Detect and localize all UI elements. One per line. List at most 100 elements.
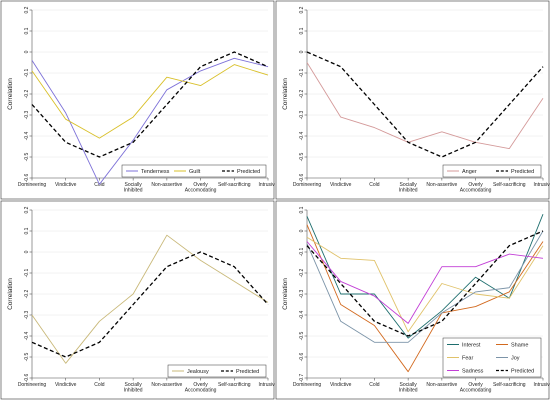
y-tick-label: -0.4 xyxy=(299,310,305,319)
x-tick-label: Overly Accomodating xyxy=(460,182,492,194)
y-axis-label: Correlation xyxy=(7,278,14,310)
series-line-predicted xyxy=(306,51,544,158)
y-tick-label: -0.2 xyxy=(24,289,30,298)
x-tick-label: Domineering xyxy=(293,182,322,188)
x-tick-label: Domineering xyxy=(18,182,47,188)
y-tick-label: -0.3 xyxy=(24,110,30,119)
y-tick-label: -0.5 xyxy=(24,152,30,161)
legend-label: Tenderness xyxy=(141,169,170,175)
y-tick-label: 0.1 xyxy=(299,206,305,213)
series-line-shame xyxy=(306,224,544,373)
chart-panel-bottom-right: -0.7 -0.6 -0.5 -0.4 -0.3 -0.2 -0.1 0 0.1 Correlat… xyxy=(275,200,550,400)
x-tick-label: Self-sacrificing xyxy=(218,182,251,188)
legend-label: Jealousy xyxy=(187,369,209,375)
y-tick-label: -0.5 xyxy=(299,331,305,340)
x-tick-label: Intrusive xyxy=(534,182,550,188)
y-tick-label: -0.2 xyxy=(24,89,30,98)
legend-label: Sadness xyxy=(462,369,484,375)
legend-label: Predicted xyxy=(237,169,260,175)
x-tick-label: Vindictive xyxy=(55,182,77,188)
x-tick-label: Self-sacrificing xyxy=(493,382,526,388)
x-tick-label: Self-sacrificing xyxy=(493,182,526,188)
legend-box xyxy=(442,164,542,178)
y-tick-label: -0.4 xyxy=(299,131,305,140)
legend-label: Joy xyxy=(511,356,520,362)
y-tick-label: -0.4 xyxy=(24,331,30,340)
y-tick-label: -0.6 xyxy=(24,173,30,182)
x-tick-label: Non-assertive xyxy=(426,382,457,388)
legend-label: Predicted xyxy=(511,369,534,375)
x-tick-label: Domineering xyxy=(18,382,47,388)
legend-label: Guilt xyxy=(189,169,201,175)
x-tick-label: Vindictive xyxy=(55,382,77,388)
y-tick-label: 0.1 xyxy=(24,27,30,34)
y-tick-label: 0 xyxy=(24,50,30,53)
y-tick-label: 0.2 xyxy=(24,6,30,13)
x-tick-label: Intrusive xyxy=(534,382,550,388)
legend-label: Fear xyxy=(462,356,473,362)
legend-box xyxy=(167,364,267,378)
legend-label: Predicted xyxy=(236,369,259,375)
legend-label: Interest xyxy=(462,343,481,349)
y-tick-label: -0.1 xyxy=(24,68,30,77)
legend-label: Shame xyxy=(511,343,528,349)
y-axis-label: Correlation xyxy=(282,278,289,310)
chart-svg: -0.6 -0.5 -0.4 -0.3 -0.2 -0.1 0 0.1 0.2 Correlati… xyxy=(0,0,275,200)
series-line-predicted xyxy=(31,251,269,358)
y-tick-label: -0.6 xyxy=(299,173,305,182)
series-line-guilt xyxy=(31,64,269,139)
chart-panel-bottom-left: -0.6 -0.5 -0.4 -0.3 -0.2 -0.1 0 0.1 0.2 Correlati… xyxy=(0,200,275,400)
y-tick-label: -0.1 xyxy=(24,268,30,277)
y-tick-label: -0.1 xyxy=(299,247,305,256)
y-tick-label: 0.2 xyxy=(24,206,30,213)
x-tick-label: Intrusive xyxy=(259,182,275,188)
legend-label: Predicted xyxy=(511,169,534,175)
y-tick-label: -0.6 xyxy=(299,352,305,361)
x-tick-label: Socially Inhibited xyxy=(124,182,143,194)
chart-panel-top-right: -0.6 -0.5 -0.4 -0.3 -0.2 -0.1 0 0.1 0.2 Correlati… xyxy=(275,0,550,200)
y-tick-label: -0.5 xyxy=(24,352,30,361)
y-tick-label: -0.2 xyxy=(299,268,305,277)
series-line-joy xyxy=(306,230,544,343)
chart-panel-top-left: -0.6 -0.5 -0.4 -0.3 -0.2 -0.1 0 0.1 0.2 Correlati… xyxy=(0,0,275,200)
x-tick-label: Overly Accomodating xyxy=(460,382,492,394)
chart-svg: -0.6 -0.5 -0.4 -0.3 -0.2 -0.1 0 0.1 0.2 Correlati… xyxy=(275,0,550,200)
x-tick-label: Overly Accomodating xyxy=(185,382,217,394)
x-tick-label: Intrusive xyxy=(259,382,275,388)
series-line-fear xyxy=(306,236,544,333)
x-tick-label: Domineering xyxy=(293,382,322,388)
series-line-predicted xyxy=(31,51,269,158)
y-tick-label: -0.3 xyxy=(24,310,30,319)
x-tick-label: Non-assertive xyxy=(151,182,182,188)
y-tick-label: 0 xyxy=(299,50,305,53)
series-line-predicted xyxy=(306,230,544,337)
y-tick-label: -0.6 xyxy=(24,373,30,382)
y-tick-label: -0.2 xyxy=(299,89,305,98)
x-tick-label: Overly Accomodating xyxy=(185,182,217,194)
x-tick-label: Socially Inhibited xyxy=(399,182,418,194)
y-tick-label: 0 xyxy=(299,229,305,232)
y-tick-label: -0.7 xyxy=(299,373,305,382)
legend-label: Anger xyxy=(462,169,477,175)
y-tick-label: -0.4 xyxy=(24,131,30,140)
x-tick-label: Cold xyxy=(369,182,380,188)
x-tick-label: Vindictive xyxy=(330,182,352,188)
x-tick-label: Cold xyxy=(94,382,105,388)
series-line-jealousy xyxy=(31,234,269,364)
x-tick-label: Cold xyxy=(369,382,380,388)
series-line-anger xyxy=(306,62,544,150)
chart-svg: -0.6 -0.5 -0.4 -0.3 -0.2 -0.1 0 0.1 0.2 Correlati… xyxy=(0,200,275,400)
y-tick-label: 0.1 xyxy=(299,27,305,34)
y-tick-label: 0 xyxy=(24,250,30,253)
y-axis-label: Correlation xyxy=(7,78,14,110)
x-tick-label: Self-sacrificing xyxy=(218,382,251,388)
legend-box xyxy=(121,164,267,178)
y-tick-label: 0.1 xyxy=(24,227,30,234)
x-tick-label: Socially Inhibited xyxy=(124,382,143,394)
y-tick-label: 0.2 xyxy=(299,6,305,13)
x-tick-label: Cold xyxy=(94,182,105,188)
y-tick-label: -0.3 xyxy=(299,110,305,119)
x-tick-label: Non-assertive xyxy=(426,182,457,188)
y-tick-label: -0.1 xyxy=(299,68,305,77)
